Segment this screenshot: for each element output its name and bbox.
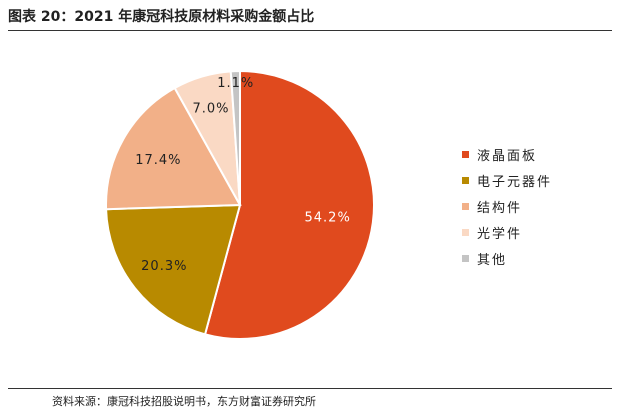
bottom-divider [8, 388, 612, 389]
legend-label: 电子元器件 [477, 174, 553, 190]
legend-item-electronic-components: 电子元器件 [462, 167, 552, 193]
pie-slice-structural-parts [105, 86, 242, 211]
pie-slice-lcd-panel [203, 69, 375, 340]
legend-swatch [462, 150, 469, 158]
legend-swatch [462, 202, 469, 210]
pie-slice-electronic-components [105, 203, 242, 336]
legend-label: 液晶面板 [477, 148, 538, 164]
legend-swatch [462, 254, 469, 262]
legend-item-optical-parts: 光学件 [462, 219, 552, 245]
legend-item-lcd-panel: 液晶面板 [462, 141, 552, 167]
legend: 液晶面板 电子元器件 结构件 光学件 其他 [462, 141, 552, 271]
slice-label-lcd-panel: 54.2% [305, 211, 351, 226]
slice-label-electronic-components: 20.3% [141, 259, 187, 274]
legend-label: 其他 [477, 252, 508, 268]
legend-swatch [462, 228, 469, 236]
pie-chart: 54.2% 20.3% 17.4% 7.0% 1.1% [105, 69, 375, 340]
legend-swatch [462, 176, 469, 184]
top-divider [8, 30, 612, 31]
legend-item-structural-parts: 结构件 [462, 193, 552, 219]
slice-label-optical-parts: 7.0% [192, 101, 229, 116]
legend-label: 光学件 [477, 226, 523, 242]
source-note: 资料来源：康冠科技招股说明书，东方财富证券研究所 [52, 395, 316, 408]
pie-slice-other [229, 69, 241, 206]
slice-label-other: 1.1% [217, 76, 254, 91]
slice-label-structural-parts: 17.4% [135, 153, 181, 168]
legend-item-other: 其他 [462, 245, 552, 271]
chart-title: 图表 20：2021 年康冠科技原材料采购金额占比 [8, 9, 315, 25]
legend-label: 结构件 [477, 200, 523, 216]
